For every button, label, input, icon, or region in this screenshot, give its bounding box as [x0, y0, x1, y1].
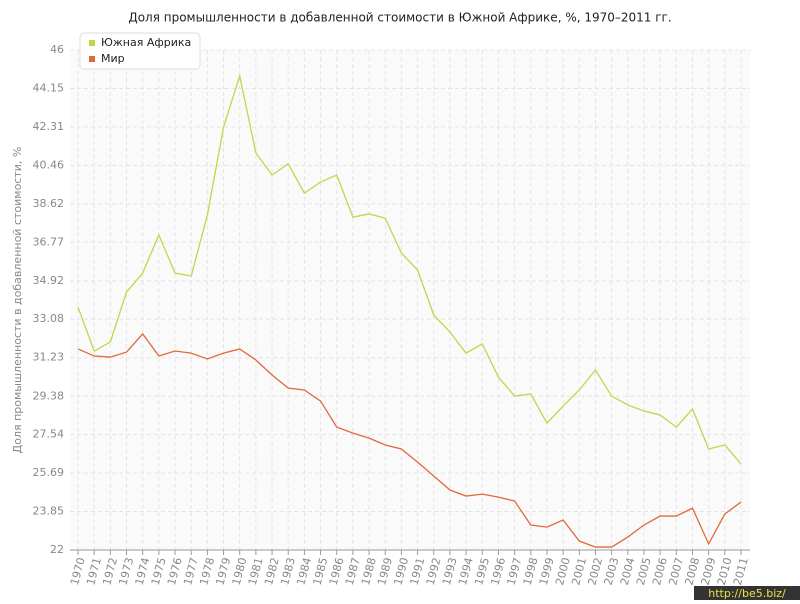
- y-tick-label: 27.54: [33, 428, 65, 441]
- plot-area: [70, 50, 750, 550]
- legend-label: Мир: [101, 52, 125, 65]
- y-tick-label: 36.77: [33, 235, 65, 248]
- series-line: [77, 73, 742, 465]
- y-tick-label: 33.08: [33, 312, 65, 325]
- y-tick-label: 42.31: [33, 120, 65, 133]
- legend-swatch: [89, 56, 95, 62]
- y-tick-label: 40.46: [33, 158, 65, 171]
- y-tick-label: 44.15: [33, 82, 65, 95]
- y-tick-label: 22: [50, 543, 64, 556]
- y-tick-label: 38.62: [33, 197, 65, 210]
- y-tick-label: 31.23: [33, 351, 65, 364]
- y-tick-label: 23.85: [33, 504, 65, 517]
- legend-box: [79, 32, 201, 70]
- legend-label: Южная Африка: [101, 36, 191, 49]
- chart-title: Доля промышленности в добавленной стоимо…: [128, 11, 671, 25]
- y-tick-label: 34.92: [33, 274, 65, 287]
- legend-swatch: [89, 40, 95, 46]
- watermark: http://be5.biz/: [708, 587, 786, 600]
- y-tick-label: 29.38: [33, 389, 65, 402]
- watermark-bg: [694, 586, 800, 600]
- series-line: [77, 332, 742, 548]
- y-tick-label: 25.69: [33, 466, 65, 479]
- y-axis-label: Доля промышленности в добавленной стоимо…: [11, 147, 24, 454]
- y-tick-label: 46: [50, 43, 64, 56]
